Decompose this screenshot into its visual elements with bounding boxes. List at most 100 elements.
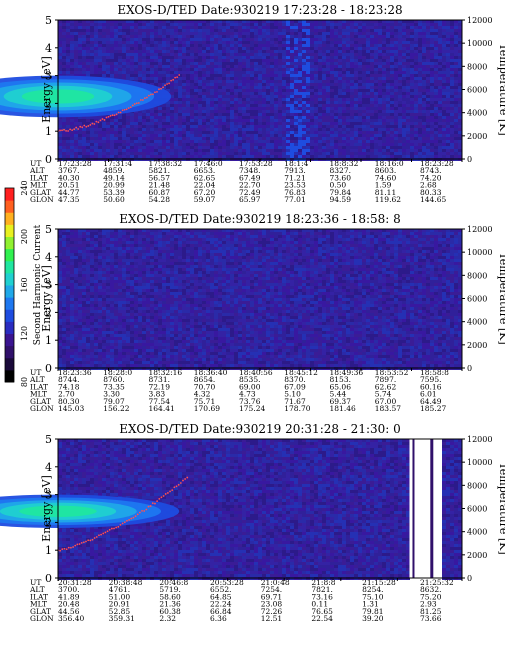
- table-cell: 71.21: [284, 173, 305, 182]
- row-label: ILAT: [30, 173, 48, 182]
- colorbar-segment: [5, 321, 14, 334]
- table-cell: 22.70: [239, 181, 261, 190]
- table-cell: 1.31: [362, 600, 379, 609]
- row-label: ALT: [29, 585, 45, 594]
- table-cell: 8743.: [420, 166, 441, 175]
- thermal-plasma-blob: [0, 75, 172, 118]
- y-axis-label: Energy [eV]: [40, 265, 53, 332]
- table-cell: 23.53: [284, 181, 306, 190]
- table-cell: 356.40: [58, 614, 84, 623]
- row-label: GLON: [30, 404, 54, 413]
- row-label: ALT: [29, 166, 45, 175]
- table-cell: 8632.: [420, 585, 441, 594]
- colorbar-segment: [5, 309, 14, 322]
- table-cell: 20.48: [58, 600, 80, 609]
- data-gap: [409, 439, 442, 578]
- table-cell: 44.77: [58, 188, 80, 197]
- table-cell: 56.57: [149, 173, 171, 182]
- table-cell: 64.85: [210, 592, 232, 601]
- colorbar-segment: [5, 224, 14, 237]
- table-cell: 2.93: [420, 600, 437, 609]
- table-cell: 5.44: [330, 390, 347, 399]
- table-cell: 20:31:28: [58, 578, 92, 587]
- y-tick-label: 2: [45, 516, 52, 529]
- table-cell: 39.20: [362, 614, 384, 623]
- table-cell: 18:16:0: [375, 159, 404, 168]
- table-cell: 73.16: [311, 592, 333, 601]
- y-tick-label: 0: [45, 153, 52, 166]
- table-cell: 44.56: [58, 607, 80, 616]
- panel-3: EXOS-D/TED Date:930219 20:31:28 - 21:30:…: [0, 422, 505, 623]
- table-cell: 62.65: [194, 173, 216, 182]
- table-cell: 20.91: [109, 600, 130, 609]
- row-label: MLT: [30, 600, 47, 609]
- table-cell: 18:8:32: [330, 159, 359, 168]
- colorbar-segment: [5, 248, 14, 262]
- y2-tick-label: 8000: [467, 62, 487, 71]
- table-cell: 20:38:48: [109, 578, 143, 587]
- table-cell: 74.60: [375, 173, 397, 182]
- table-cell: 7913.: [284, 166, 305, 175]
- table-cell: 71.67: [284, 397, 306, 406]
- y2-tick-label: 2000: [467, 132, 487, 141]
- table-cell: 21:8:8: [311, 578, 335, 587]
- y-tick-label: 1: [45, 125, 52, 138]
- colorbar: 80 120 160 200 240 Second Harmonic Current: [4, 180, 43, 387]
- spectrogram-cells: [58, 439, 462, 580]
- table-cell: 47.35: [58, 195, 80, 204]
- table-cell: 2.68: [420, 181, 437, 190]
- y-tick-label: 5: [45, 223, 52, 236]
- table-cell: 7897.: [375, 375, 396, 384]
- table-cell: 22.54: [311, 614, 333, 623]
- table-cell: 5821.: [149, 166, 170, 175]
- table-cell: 17:46:0: [194, 159, 223, 168]
- y2-tick-label: 8000: [467, 271, 487, 280]
- table-cell: 21:15:28: [362, 578, 396, 587]
- y2-tick-label: 0: [467, 155, 472, 164]
- y2-tick-label: 12000: [467, 225, 492, 234]
- table-cell: 53.39: [103, 188, 125, 197]
- colorbar-segment: [5, 333, 14, 347]
- table-cell: 8535.: [239, 375, 260, 384]
- table-cell: 8760.: [103, 375, 124, 384]
- table-cell: 21.48: [149, 181, 171, 190]
- colorbar-label: Second Harmonic Current: [33, 224, 43, 345]
- table-cell: 73.35: [103, 382, 125, 391]
- colorbar-tick-label: 80: [20, 377, 29, 387]
- y2-tick-label: 6000: [467, 295, 487, 304]
- table-cell: 52.85: [109, 607, 131, 616]
- y2-tick-label: 8000: [467, 481, 487, 490]
- table-cell: 185.27: [420, 404, 446, 413]
- table-cell: 41.89: [58, 592, 80, 601]
- colorbar-segment: [5, 236, 14, 250]
- table-cell: 181.46: [330, 404, 356, 413]
- table-cell: 7348.: [239, 166, 260, 175]
- table-cell: 60.38: [159, 607, 181, 616]
- table-cell: 8603.: [375, 166, 396, 175]
- table-cell: 119.62: [375, 195, 401, 204]
- table-cell: 178.70: [284, 404, 310, 413]
- colorbar-segment: [5, 188, 14, 201]
- y-tick-label: 5: [45, 433, 52, 446]
- table-cell: 80.30: [58, 397, 80, 406]
- table-cell: 18:32:16: [149, 368, 183, 377]
- colorbar-segment: [5, 260, 14, 274]
- panel-1: EXOS-D/TED Date:930219 17:23:28 - 18:23:…: [0, 3, 505, 204]
- table-cell: 3.83: [149, 390, 166, 399]
- colorbar-segment: [5, 212, 14, 225]
- colorbar-segment: [5, 357, 14, 371]
- table-cell: 69.00: [239, 382, 261, 391]
- table-cell: 50.60: [103, 195, 125, 204]
- table-cell: 62.62: [375, 382, 397, 391]
- table-cell: 74.18: [58, 382, 80, 391]
- table-cell: 7595.: [420, 375, 441, 384]
- table-cell: 76.65: [311, 607, 333, 616]
- table-cell: 21:0:48: [261, 578, 290, 587]
- table-cell: 59.07: [194, 195, 216, 204]
- table-cell: 66.84: [210, 607, 232, 616]
- table-cell: 18:40:56: [239, 368, 273, 377]
- table-cell: 72.19: [149, 382, 171, 391]
- y2-tick-label: 0: [467, 574, 472, 583]
- table-cell: 0.50: [330, 181, 347, 190]
